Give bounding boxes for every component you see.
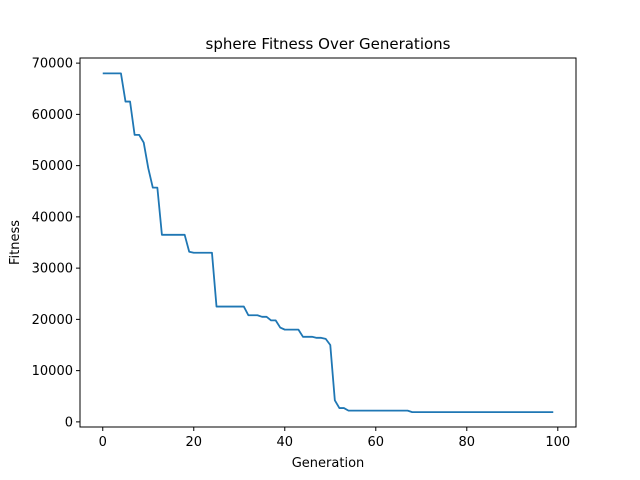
y-tick-label: 60000 bbox=[32, 108, 73, 123]
y-axis-label: Fitness bbox=[8, 220, 23, 265]
x-tick-label: 40 bbox=[276, 435, 293, 450]
x-tick-label: 60 bbox=[368, 435, 385, 450]
y-tick-label: 0 bbox=[65, 415, 73, 430]
y-tick-label: 30000 bbox=[32, 262, 73, 277]
x-axis: 0 20 40 60 80 100 bbox=[99, 427, 570, 450]
x-tick-label: 100 bbox=[545, 435, 570, 450]
x-tick-label: 20 bbox=[185, 435, 202, 450]
y-tick-label: 10000 bbox=[32, 364, 73, 379]
plot-area bbox=[102, 72, 554, 414]
fitness-series-line bbox=[102, 72, 554, 414]
x-tick-label: 0 bbox=[99, 435, 107, 450]
plot-frame bbox=[79, 57, 577, 428]
y-tick-label: 40000 bbox=[32, 210, 73, 225]
x-tick-label: 80 bbox=[459, 435, 476, 450]
y-tick-label: 70000 bbox=[32, 57, 73, 72]
y-tick-label: 50000 bbox=[32, 159, 73, 174]
chart-title: sphere Fitness Over Generations bbox=[206, 35, 451, 53]
y-axis: 0 10000 20000 30000 40000 50000 60000 70000 bbox=[32, 57, 80, 430]
y-tick-label: 20000 bbox=[32, 313, 73, 328]
x-axis-label: Generation bbox=[292, 456, 365, 471]
